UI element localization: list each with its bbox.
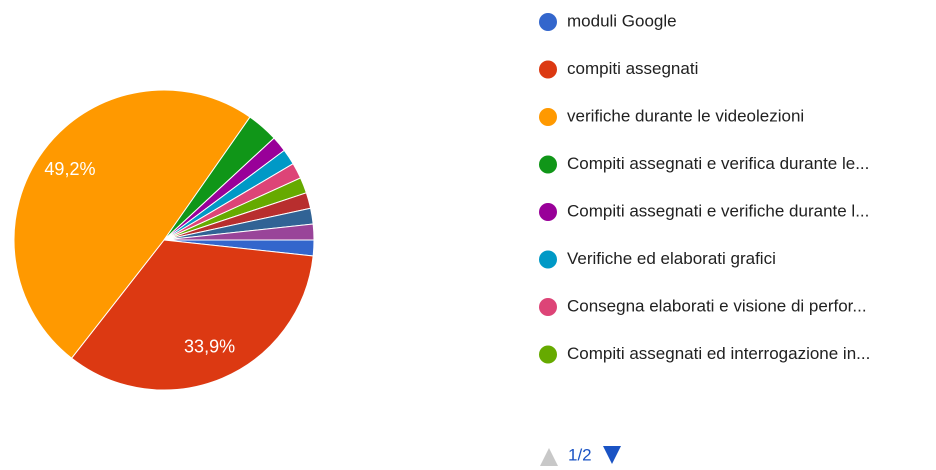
legend-label: Verifiche ed elaborati grafici bbox=[567, 249, 776, 268]
slice-label: 33,9% bbox=[184, 337, 235, 357]
legend-swatch bbox=[539, 250, 557, 269]
legend-swatch bbox=[539, 108, 557, 126]
pie: 33,9% 49,2% bbox=[13, 89, 315, 391]
legend-label: Consegna elaborati e visione di perfor..… bbox=[567, 296, 867, 315]
pie-slice bbox=[163, 223, 315, 241]
legend-label: Compiti assegnati e verifica durante le.… bbox=[567, 154, 869, 173]
legend-swatch bbox=[539, 345, 557, 364]
legend-label: Compiti assegnati e verifiche durante l.… bbox=[567, 201, 869, 220]
legend: moduli Google compiti assegnati verifiche … bbox=[539, 11, 870, 364]
legend-label: moduli Google bbox=[567, 11, 677, 30]
slice-label: 49,2% bbox=[44, 159, 95, 179]
pager-prev[interactable] bbox=[540, 448, 558, 466]
pie-slice bbox=[70, 239, 314, 391]
legend-swatch bbox=[539, 298, 557, 316]
legend-label: Compiti assegnati ed interrogazione in..… bbox=[567, 344, 870, 363]
legend-swatch bbox=[539, 155, 557, 174]
legend-swatch bbox=[539, 60, 557, 79]
pager-text: 1/2 bbox=[568, 445, 592, 464]
legend-swatch bbox=[539, 203, 557, 221]
legend-label: compiti assegnati bbox=[567, 59, 698, 78]
legend-label: verifiche durante le videolezioni bbox=[567, 106, 804, 125]
legend-swatch bbox=[539, 13, 557, 31]
pie-slice bbox=[13, 89, 251, 359]
pager-next[interactable] bbox=[603, 446, 621, 464]
